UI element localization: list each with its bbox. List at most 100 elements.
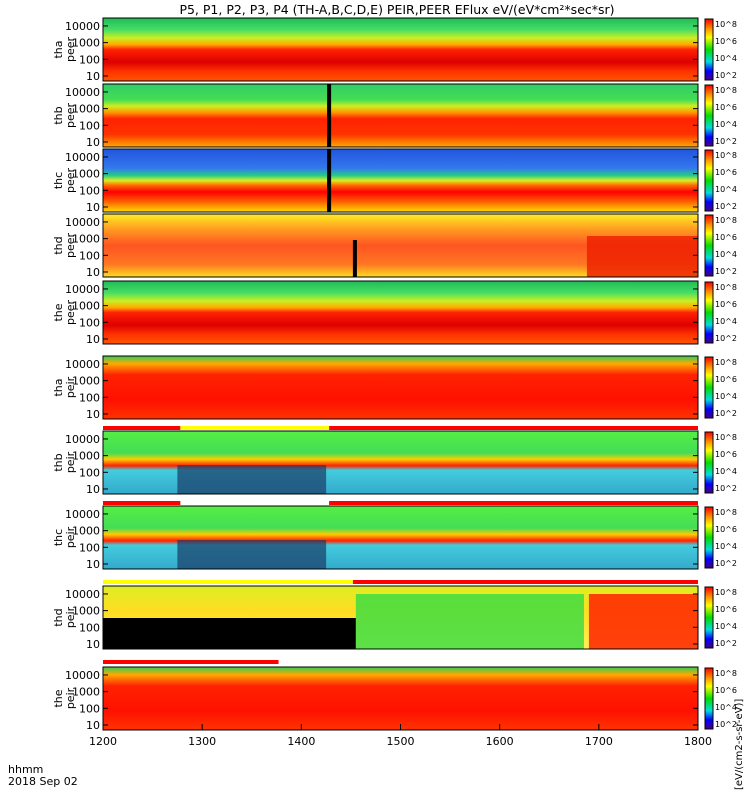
panel-probe-label: thb [52, 106, 65, 124]
panel-frame [102, 430, 699, 495]
spectrogram-thb-peer [103, 84, 698, 147]
y-tick-label: 10 [86, 136, 100, 149]
y-tick-label: 1000 [72, 375, 100, 388]
y-tick-label: 10 [86, 408, 100, 421]
figure-title: P5, P1, P2, P3, P4 (TH-A,B,C,D,E) PEIR,P… [179, 2, 614, 17]
panel-frame [102, 585, 699, 650]
colorbar-tick-label: 10^8 [715, 151, 737, 160]
colorbar-tick-label: 10^8 [715, 358, 737, 367]
y-tick-label: 1000 [72, 686, 100, 699]
colorbar-tick-label: 10^2 [715, 334, 737, 343]
mode-bar [103, 426, 181, 430]
colorbar-tick-label: 10^4 [715, 120, 737, 129]
colorbar-tick-label: 10^2 [715, 409, 737, 418]
colorbar-tick-label: 10^4 [715, 542, 737, 551]
mode-bar [329, 426, 698, 430]
panel-product-label: peir [64, 687, 77, 709]
x-tick-label: 1200 [89, 735, 117, 748]
colorbar-tick-label: 10^2 [715, 720, 737, 729]
time-axis-label: hhmm [8, 763, 43, 776]
y-tick-label: 10 [86, 483, 100, 496]
y-tick-label: 100 [79, 316, 100, 329]
x-tick-label: 1700 [585, 735, 613, 748]
y-tick-label: 100 [79, 621, 100, 634]
colorbar-tick-label: 10^6 [715, 525, 737, 534]
colorbar-tick-label: 10^4 [715, 250, 737, 259]
panel-product-label: peer [64, 233, 77, 259]
y-tick-label: 100 [79, 702, 100, 715]
panel-probe-label: thd [52, 236, 65, 254]
panel-probe-label: thc [52, 529, 65, 546]
intensity-region [588, 594, 698, 649]
y-tick-label: 100 [79, 391, 100, 404]
y-tick-label: 1000 [72, 37, 100, 50]
colorbar-tick-label: 10^8 [715, 20, 737, 29]
colorbar-tick-label: 10^8 [715, 669, 737, 678]
panel-product-label: peir [64, 526, 77, 548]
data-gap-spike [327, 84, 332, 147]
colorbar [704, 667, 714, 730]
colorbar-tick-label: 10^6 [715, 375, 737, 384]
colorbar [704, 431, 714, 494]
panel-probe-label: thd [52, 608, 65, 626]
mode-bar [180, 426, 330, 430]
y-tick-label: 10 [86, 266, 100, 279]
mode-bar [103, 660, 279, 664]
colorbar-tick-label: 10^4 [715, 703, 737, 712]
y-tick-label: 10 [86, 333, 100, 346]
panel-probe-label: thc [52, 172, 65, 189]
intensity-region [355, 594, 584, 649]
y-tick-label: 1000 [72, 525, 100, 538]
colorbar-tick-label: 10^2 [715, 71, 737, 80]
x-tick-label: 1800 [684, 735, 712, 748]
colorbar-tick-label: 10^8 [715, 433, 737, 442]
colorbar-units-label: [eV/(cm2-s-sr-eV)] [734, 699, 745, 790]
colorbar-tick-label: 10^2 [715, 559, 737, 568]
spectrogram-tha-peir [103, 356, 698, 419]
y-tick-label: 100 [79, 466, 100, 479]
colorbar-tick-label: 10^6 [715, 233, 737, 242]
y-tick-label: 10000 [65, 283, 100, 296]
colorbar-tick-label: 10^8 [715, 508, 737, 517]
colorbar [704, 214, 714, 277]
y-tick-label: 10 [86, 719, 100, 732]
panel-probe-label: thb [52, 453, 65, 471]
colorbar-tick-label: 10^6 [715, 103, 737, 112]
y-tick-label: 100 [79, 541, 100, 554]
colorbar-tick-label: 10^2 [715, 639, 737, 648]
colorbar-tick-label: 10^2 [715, 137, 737, 146]
colorbar-tick-label: 10^2 [715, 484, 737, 493]
colorbar-tick-label: 10^2 [715, 202, 737, 211]
y-tick-label: 10000 [65, 20, 100, 33]
colorbar [704, 356, 714, 419]
colorbar-tick-label: 10^4 [715, 392, 737, 401]
panel-frame [102, 83, 699, 148]
panel-frame [102, 17, 699, 82]
spectrogram-thc-peer [103, 149, 698, 212]
panel-probe-label: the [52, 689, 65, 707]
colorbar [704, 149, 714, 212]
y-tick-label: 1000 [72, 300, 100, 313]
time-axis: 1200 1300 1400 1500 1600 1700 1800 [89, 724, 712, 748]
x-tick-label: 1300 [188, 735, 216, 748]
panel-frame [102, 148, 699, 213]
colorbar-tick-label: 10^6 [715, 300, 737, 309]
colorbar-tick-label: 10^4 [715, 467, 737, 476]
colorbar-tick-label: 10^8 [715, 283, 737, 292]
sparse-region [177, 540, 327, 569]
panel-product-label: peer [64, 168, 77, 194]
colorbar-tick-label: 10^4 [715, 54, 737, 63]
colorbar-tick-label: 10^8 [715, 86, 737, 95]
intensity-region [586, 236, 698, 277]
y-tick-label: 1000 [72, 605, 100, 618]
panel-product-label: peir [64, 376, 77, 398]
y-tick-label: 100 [79, 53, 100, 66]
sparse-region [177, 465, 327, 494]
panel-product-label: peer [64, 37, 77, 63]
spectrogram-the-peir [103, 667, 698, 730]
